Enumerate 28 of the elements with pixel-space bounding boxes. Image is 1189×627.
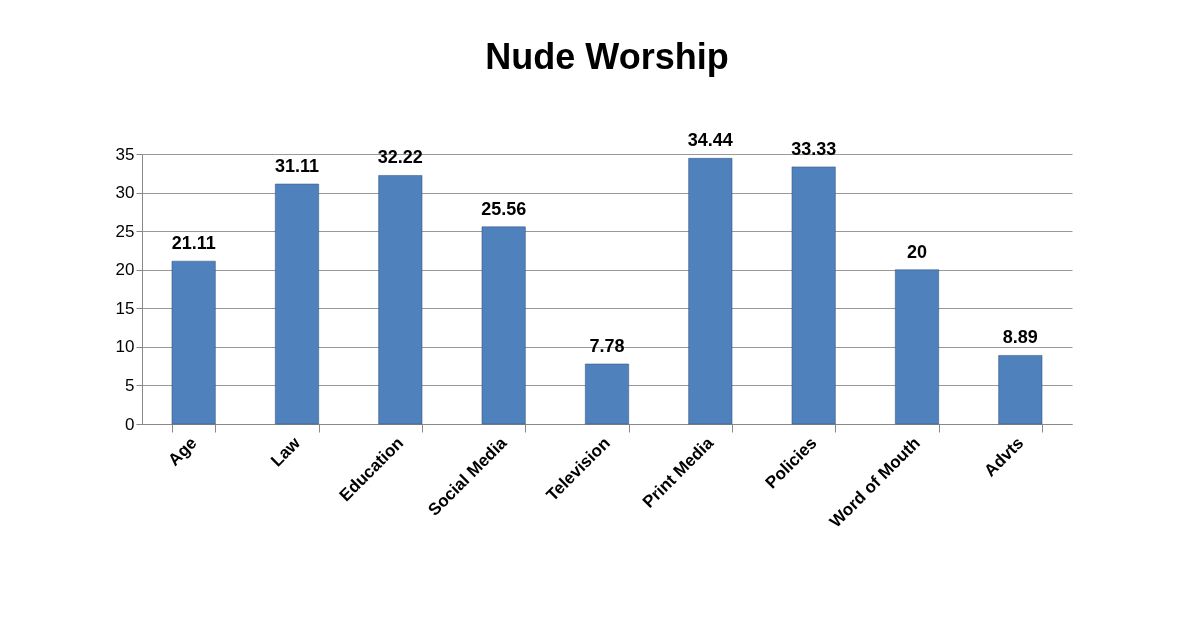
data-label: 31.11 xyxy=(274,156,320,177)
bar xyxy=(378,175,423,425)
y-tick-label: 5 xyxy=(125,375,135,395)
bar xyxy=(688,158,733,425)
data-label: 21.11 xyxy=(171,233,216,254)
chart-title: Nude Worship xyxy=(485,36,729,78)
data-label: 33.33 xyxy=(791,138,837,159)
y-tick-label: 25 xyxy=(115,221,135,241)
data-label: 20 xyxy=(906,241,928,262)
bar xyxy=(585,363,629,425)
bar xyxy=(895,269,939,425)
y-tick-label: 10 xyxy=(115,337,135,357)
y-tick-label: 20 xyxy=(115,260,135,280)
y-tick-label: 35 xyxy=(115,144,135,164)
data-label: 34.44 xyxy=(687,130,733,151)
data-label: 32.22 xyxy=(377,147,423,168)
y-tick-label: 30 xyxy=(115,183,135,203)
y-tick-label: 15 xyxy=(115,298,135,318)
bar xyxy=(998,355,1043,425)
bar xyxy=(481,226,526,425)
data-label: 7.78 xyxy=(589,335,625,356)
bar xyxy=(275,183,319,425)
bar xyxy=(171,260,216,425)
data-label: 25.56 xyxy=(481,198,527,219)
bar xyxy=(791,166,836,425)
data-label: 8.89 xyxy=(1002,327,1038,348)
x-tick-label: Age xyxy=(164,433,201,470)
y-tick-label: 0 xyxy=(125,414,135,434)
